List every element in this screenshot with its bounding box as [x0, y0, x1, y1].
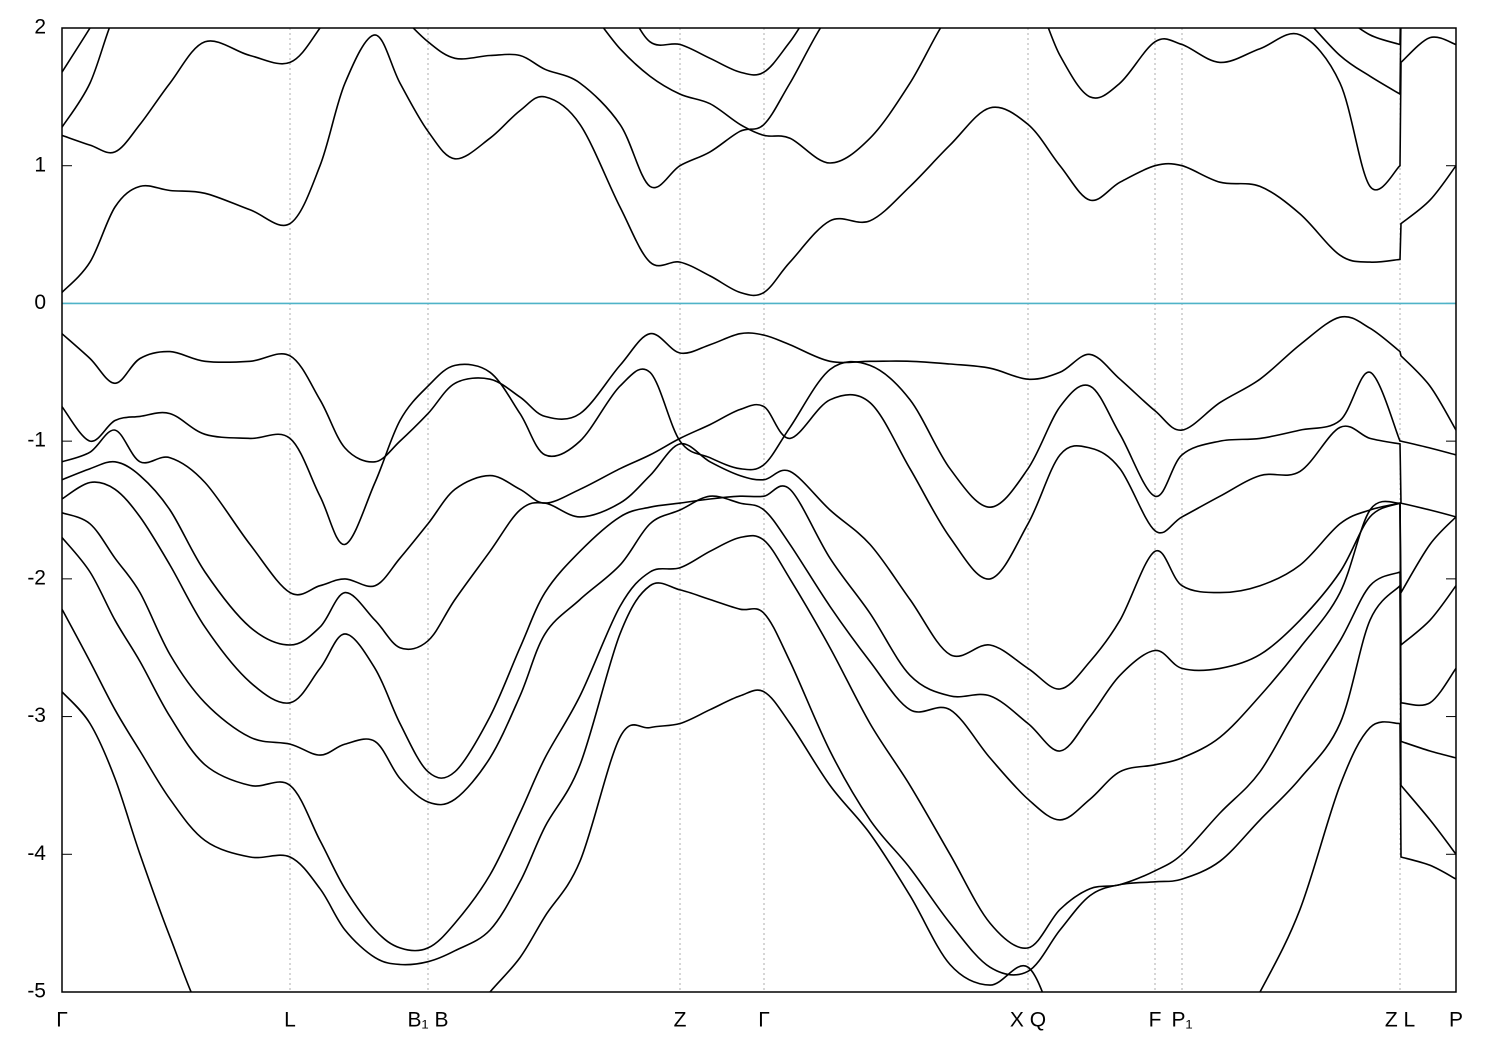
y-tick-label: 1: [34, 153, 46, 176]
band-line: [62, 28, 1402, 164]
band-line: [62, 28, 1402, 76]
x-tick-label: F: [1149, 1009, 1162, 1032]
band-line: [62, 442, 1456, 690]
band-line: [62, 582, 1456, 976]
band-line: [62, 34, 1456, 297]
x-tick-label: P₁: [1171, 1009, 1192, 1032]
band-line: [62, 495, 1456, 821]
plot-frame: [61, 27, 1457, 993]
y-tick-label: -3: [27, 704, 46, 727]
x-tick-label: B₁ B: [408, 1009, 449, 1032]
y-tick-label: -5: [27, 980, 46, 1003]
y-tick-label: 2: [34, 16, 46, 39]
x-tick-label: Z L: [1385, 1009, 1415, 1032]
x-tick-label: L: [284, 1009, 296, 1032]
band-line: [62, 481, 1456, 779]
x-tick-label: Γ: [56, 1009, 68, 1032]
bands: [62, 28, 1456, 992]
y-tick-label: -1: [27, 429, 46, 452]
x-tick-label: X Q: [1010, 1009, 1046, 1032]
x-tick-label: P: [1449, 1009, 1463, 1032]
band-line: [62, 393, 1456, 596]
band-line: [62, 360, 1456, 546]
y-tick-label: -2: [27, 566, 46, 589]
x-tick-label: Γ: [758, 1009, 770, 1032]
band-line: [62, 28, 1456, 191]
band-line: [62, 689, 1456, 992]
band-line: [62, 315, 1456, 463]
labels: -5 -4 -3 -2 -1 0 1 2 Γ L B₁ B Z Γ X Q F P₁ Z L P: [27, 16, 1463, 1032]
y-tick-label: 0: [34, 291, 46, 314]
x-tick-label: Z: [674, 1009, 687, 1032]
y-tick-label: -4: [27, 842, 46, 865]
band-line: [62, 534, 1456, 952]
grid: [61, 27, 1457, 993]
